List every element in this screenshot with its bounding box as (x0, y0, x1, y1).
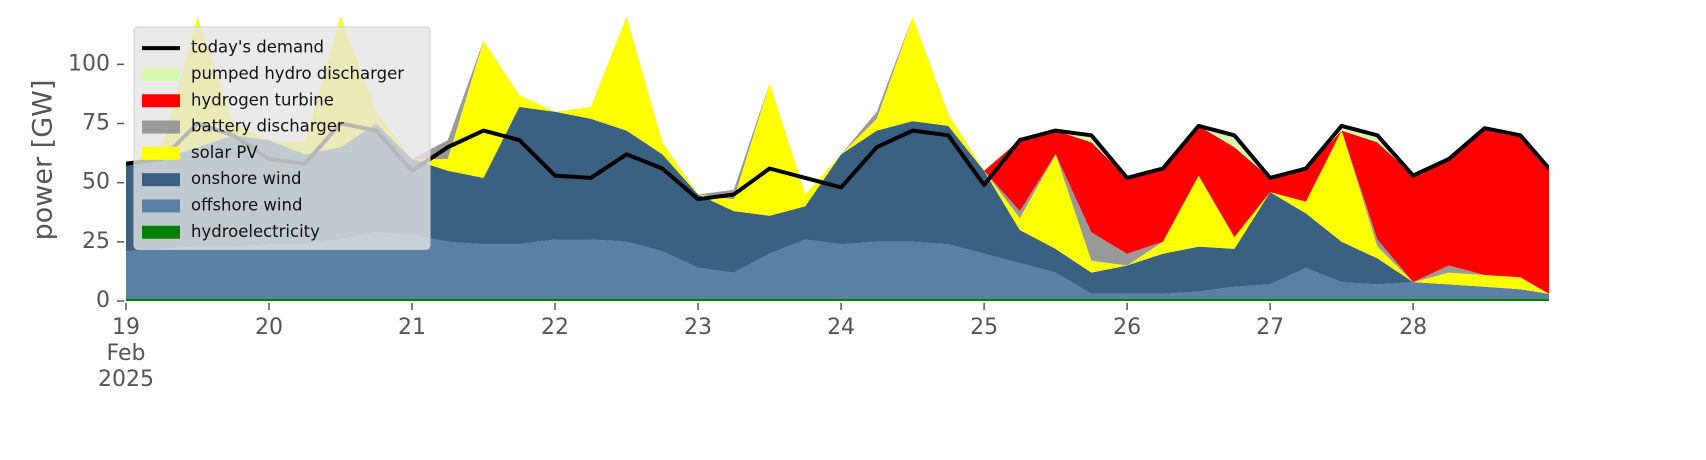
y-tick-label: 50 (82, 170, 110, 195)
legend-swatch (142, 67, 180, 81)
legend-swatch (142, 94, 180, 108)
legend-swatch (142, 173, 180, 187)
x-tick-label: 20 (255, 315, 283, 340)
x-tick-label: 24 (827, 315, 856, 340)
legend-label: hydroelectricity (191, 222, 320, 241)
legend-label: today's demand (191, 38, 324, 57)
legend-label: offshore wind (191, 195, 302, 214)
x-tick-label: 19 Feb 2025 (98, 315, 154, 392)
area (126, 232, 1549, 299)
y-tick-label: 75 (82, 111, 110, 136)
legend-swatch (142, 225, 180, 239)
legend-label: battery discharger (191, 117, 344, 136)
x-tick-label: 25 (970, 315, 999, 340)
x-tick-label: 23 (684, 315, 713, 340)
area (126, 17, 1549, 294)
axes: 0 25 50 75 100 (68, 51, 1414, 313)
legend-swatch (142, 120, 180, 134)
x-tick-label: 22 (541, 315, 570, 340)
y-tick-label: 100 (68, 51, 110, 76)
legend-label: solar PV (191, 143, 258, 162)
legend-swatch (142, 146, 180, 160)
legend-label: hydrogen turbine (191, 90, 334, 109)
x-tick-label: 21 (398, 315, 427, 340)
y-tick-label: 0 (96, 288, 110, 313)
legend-label: onshore wind (191, 169, 302, 188)
legend: today's demand pumped hydro discharger hyd… (133, 26, 431, 250)
legend-box (133, 26, 431, 250)
area (126, 106, 1549, 294)
legend-label: pumped hydro discharger (191, 64, 404, 83)
area (126, 17, 1549, 294)
x-tick-label: 28 (1399, 315, 1428, 340)
area (126, 298, 1549, 301)
y-axis-label: power [GW] (28, 80, 59, 241)
y-tick-label: 25 (82, 229, 110, 254)
x-tick-label: 27 (1256, 315, 1285, 340)
x-tick-label: 26 (1113, 315, 1142, 340)
legend-swatch (142, 199, 180, 213)
